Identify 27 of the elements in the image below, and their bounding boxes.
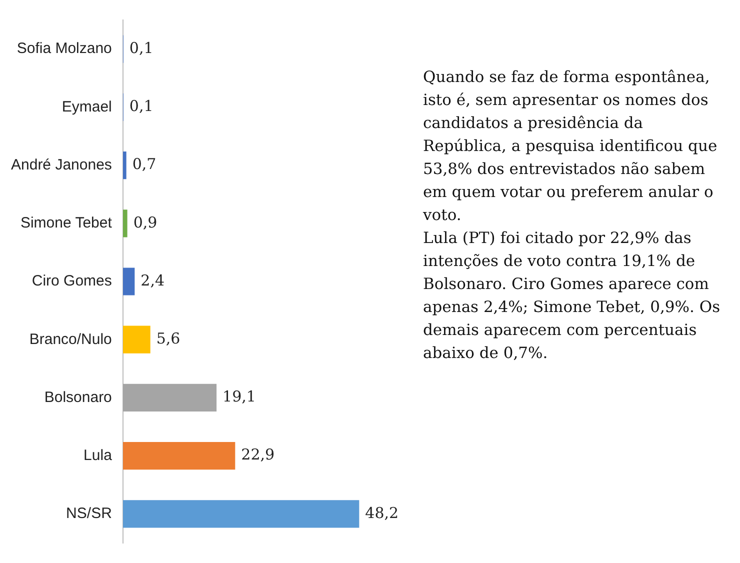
data-label: 0,9 [133, 213, 158, 232]
y-tick-label: Branco/Nulo [29, 330, 112, 348]
bar [122, 326, 150, 354]
data-label: 0,1 [129, 38, 154, 57]
bar [122, 442, 236, 470]
data-label: 5,6 [156, 330, 180, 348]
data-label: 0,1 [129, 97, 154, 116]
bar [122, 210, 128, 238]
y-tick-label: Simone Tebet [20, 214, 113, 232]
y-tick-label: Ciro Gomes [32, 272, 112, 290]
data-label: 0,7 [132, 155, 156, 174]
data-label: 22,9 [241, 446, 275, 464]
y-tick-label: Bolsonaro [44, 388, 112, 406]
y-tick-label: NS/SR [66, 505, 112, 522]
bar [122, 268, 135, 296]
y-tick-label: Sofia Molzano [16, 40, 112, 58]
y-tick-label: Eymael [62, 98, 112, 116]
y-tick-label: André Janones [11, 156, 112, 174]
bar [122, 500, 360, 528]
text: Lula (PT) foi citado por 22,9% das intenções de voto contra 19,1% de Bolsonaro. Ciro Gomes aparece com apenas 2,4%; Simone Tebet, 0,9%. Os demais aparecem com percentuais abaixo de 0,7%. [423, 228, 722, 364]
data-label: 19,1 [222, 388, 256, 406]
bar [122, 384, 217, 412]
bar [122, 151, 126, 180]
y-tick-label: Lula [84, 446, 113, 464]
data-label: 48,2 [365, 504, 399, 522]
text: Quando se faz de forma espontânea, isto é, sem apresentar os nomes dos candidatos a presidência da República, a pesquisa identificou que 53,8% dos entrevistados não sabem em quem votar ou preferem anular o voto. [423, 67, 718, 226]
data-label: 2,4 [140, 271, 165, 290]
